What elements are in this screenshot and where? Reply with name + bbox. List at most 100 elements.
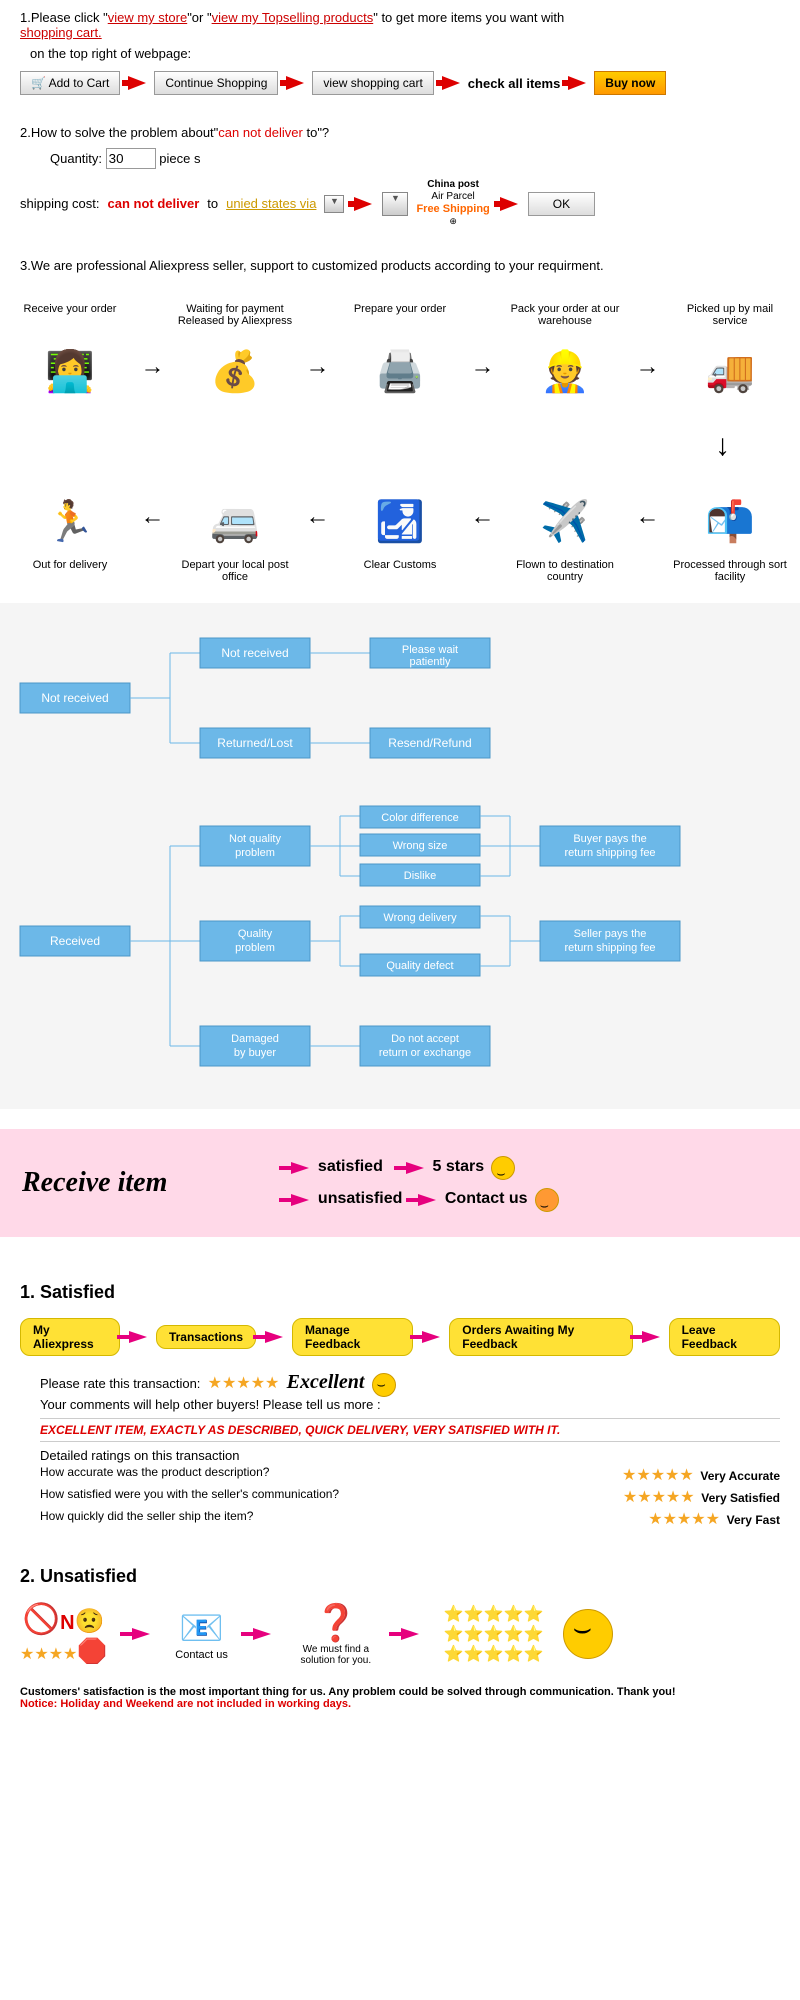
- unsatisfied-section: 2. Unsatisfied 🚫N😟 ★★★★🛑 📧Contact us ❓We…: [0, 1541, 800, 1720]
- smiley-icon: [372, 1373, 396, 1397]
- smiley-icon: [491, 1156, 515, 1180]
- view-cart-button[interactable]: view shopping cart: [312, 71, 433, 95]
- quantity-input[interactable]: [106, 148, 156, 169]
- receive-item-banner: Receive item satisfied 5 stars unsatisfi…: [0, 1129, 800, 1237]
- arrow-icon: [422, 1331, 440, 1343]
- unsatisfied-flow: 🚫N😟 ★★★★🛑 📧Contact us ❓We must find a so…: [20, 1602, 780, 1666]
- stars-icon: ★★★★★: [208, 1375, 280, 1392]
- svg-text:return shipping fee: return shipping fee: [564, 942, 655, 954]
- svg-text:Do not accept: Do not accept: [391, 1033, 459, 1045]
- svg-text:return shipping fee: return shipping fee: [564, 847, 655, 859]
- intro-line2: on the top right of webpage:: [30, 46, 780, 61]
- arrow-icon: [568, 76, 586, 90]
- add-to-cart-button[interactable]: 🛒 Add to Cart: [20, 71, 120, 95]
- feedback-step-pill[interactable]: Manage Feedback: [292, 1318, 413, 1356]
- arrow-icon: [406, 1162, 424, 1174]
- email-icon: 📧Contact us: [175, 1607, 228, 1661]
- intro-text: 1.Please click "view my store"or "view m…: [20, 10, 780, 40]
- arrow-icon: [442, 76, 460, 90]
- svg-text:Not received: Not received: [221, 646, 288, 660]
- button-flow: 🛒 Add to Cart Continue Shopping view sho…: [20, 71, 780, 95]
- footer-text: Customers' satisfaction is the most impo…: [20, 1686, 780, 1698]
- feedback-step-pill[interactable]: My Aliexpress: [20, 1318, 120, 1356]
- svg-text:patiently: patiently: [410, 656, 451, 668]
- angry-icon: [535, 1188, 559, 1212]
- q2-text: 2.How to solve the problem about"can not…: [20, 125, 780, 140]
- svg-text:Received: Received: [50, 934, 100, 948]
- svg-text:Returned/Lost: Returned/Lost: [217, 736, 293, 750]
- buy-now-button[interactable]: Buy now: [594, 71, 666, 95]
- flowchart-not-received: Not received Not received Returned/Lost …: [10, 623, 770, 803]
- svg-text:by buyer: by buyer: [234, 1047, 277, 1059]
- flowchart: Not received Not received Returned/Lost …: [0, 603, 800, 1109]
- link-shopping-cart[interactable]: shopping cart.: [20, 25, 102, 40]
- process-step: Picked up by mail service🚚: [670, 303, 790, 409]
- smiley-big-icon: [563, 1609, 613, 1659]
- arrow-icon: [129, 1331, 147, 1343]
- svg-text:Please wait: Please wait: [402, 644, 458, 656]
- rating-block: Please rate this transaction: ★★★★★ Exce…: [40, 1371, 780, 1529]
- link-view-store[interactable]: view my store: [108, 10, 187, 25]
- process-step: Receive your order👩‍💻: [10, 303, 130, 409]
- question-icon: ❓We must find a solution for you.: [296, 1602, 376, 1666]
- svg-text:Dislike: Dislike: [404, 870, 436, 882]
- down-arrow-icon: ↓: [0, 429, 800, 463]
- svg-text:problem: problem: [235, 942, 275, 954]
- arrow-icon: [642, 1331, 660, 1343]
- shipping-row: shipping cost:can not deliver to unied s…: [20, 179, 780, 228]
- svg-text:Quality: Quality: [238, 928, 273, 940]
- svg-text:Seller pays the: Seller pays the: [574, 928, 647, 940]
- satisfied-title: 1. Satisfied: [20, 1282, 780, 1303]
- china-post-label: China post Air Parcel Free Shipping ⊕: [416, 179, 489, 228]
- svg-text:Buyer pays the: Buyer pays the: [573, 833, 646, 845]
- svg-text:Quality defect: Quality defect: [386, 960, 453, 972]
- link-us-via[interactable]: unied states via: [226, 196, 316, 211]
- process-step: ✈️Flown to destination country: [505, 483, 625, 583]
- arrow-icon: [401, 1628, 419, 1640]
- receive-item-title: Receive item: [22, 1167, 167, 1198]
- process-diagram: Receive your order👩‍💻→Waiting for paymen…: [0, 303, 800, 583]
- feedback-step-pill[interactable]: Leave Feedback: [669, 1318, 780, 1356]
- unsatisfied-title: 2. Unsatisfied: [20, 1566, 780, 1587]
- arrow-icon: [500, 197, 518, 211]
- process-step: 🏃Out for delivery: [10, 483, 130, 583]
- arrow-icon: [418, 1194, 436, 1206]
- continue-shopping-button[interactable]: Continue Shopping: [154, 71, 278, 95]
- arrow-icon: [253, 1628, 271, 1640]
- section-1: 1.Please click "view my store"or "view m…: [0, 0, 800, 115]
- arrow-icon: [354, 197, 372, 211]
- ok-button[interactable]: OK: [528, 192, 595, 216]
- stars-grid: ⭐⭐⭐⭐⭐ ⭐⭐⭐⭐⭐ ⭐⭐⭐⭐⭐: [444, 1604, 544, 1664]
- dropdown-icon[interactable]: [382, 192, 408, 216]
- feedback-step-pill[interactable]: Orders Awaiting My Feedback: [449, 1318, 632, 1356]
- svg-text:Wrong delivery: Wrong delivery: [383, 912, 457, 924]
- arrow-icon: [265, 1331, 283, 1343]
- process-step: Waiting for payment Released by Aliexpre…: [175, 303, 295, 409]
- svg-text:Not quality: Not quality: [229, 833, 281, 845]
- process-step: 📬Processed through sort facility: [670, 483, 790, 583]
- section-2: 2.How to solve the problem about"can not…: [0, 115, 800, 248]
- feedback-steps: My Aliexpress Transactions Manage Feedback…: [20, 1318, 780, 1356]
- arrow-icon: [286, 76, 304, 90]
- svg-text:Not received: Not received: [41, 691, 108, 705]
- satisfied-section: 1. Satisfied My Aliexpress Transactions Ma…: [0, 1257, 800, 1541]
- process-step: Pack your order at our warehouse👷: [505, 303, 625, 409]
- feedback-step-pill[interactable]: Transactions: [156, 1325, 256, 1349]
- section-3: 3.We are professional Aliexpress seller,…: [0, 248, 800, 283]
- dropdown-icon[interactable]: [324, 195, 344, 213]
- q3-text: 3.We are professional Aliexpress seller,…: [20, 258, 780, 273]
- quantity-row: Quantity: piece s: [50, 148, 780, 169]
- svg-text:Color difference: Color difference: [381, 812, 458, 824]
- arrow-icon: [128, 76, 146, 90]
- review-text: EXCELLENT ITEM, EXACTLY AS DESCRIBED, QU…: [40, 1418, 780, 1442]
- arrow-icon: [291, 1162, 309, 1174]
- process-step: 🛃Clear Customs: [340, 483, 460, 583]
- flowchart-received: Received Not quality problem Quality pro…: [10, 806, 770, 1086]
- svg-text:problem: problem: [235, 847, 275, 859]
- link-topselling[interactable]: view my Topselling products: [212, 10, 374, 25]
- arrow-icon: [132, 1628, 150, 1640]
- check-all-text: check all items: [468, 76, 561, 91]
- process-step: Prepare your order🖨️: [340, 303, 460, 409]
- process-step: 🚐Depart your local post office: [175, 483, 295, 583]
- svg-text:Wrong size: Wrong size: [393, 840, 448, 852]
